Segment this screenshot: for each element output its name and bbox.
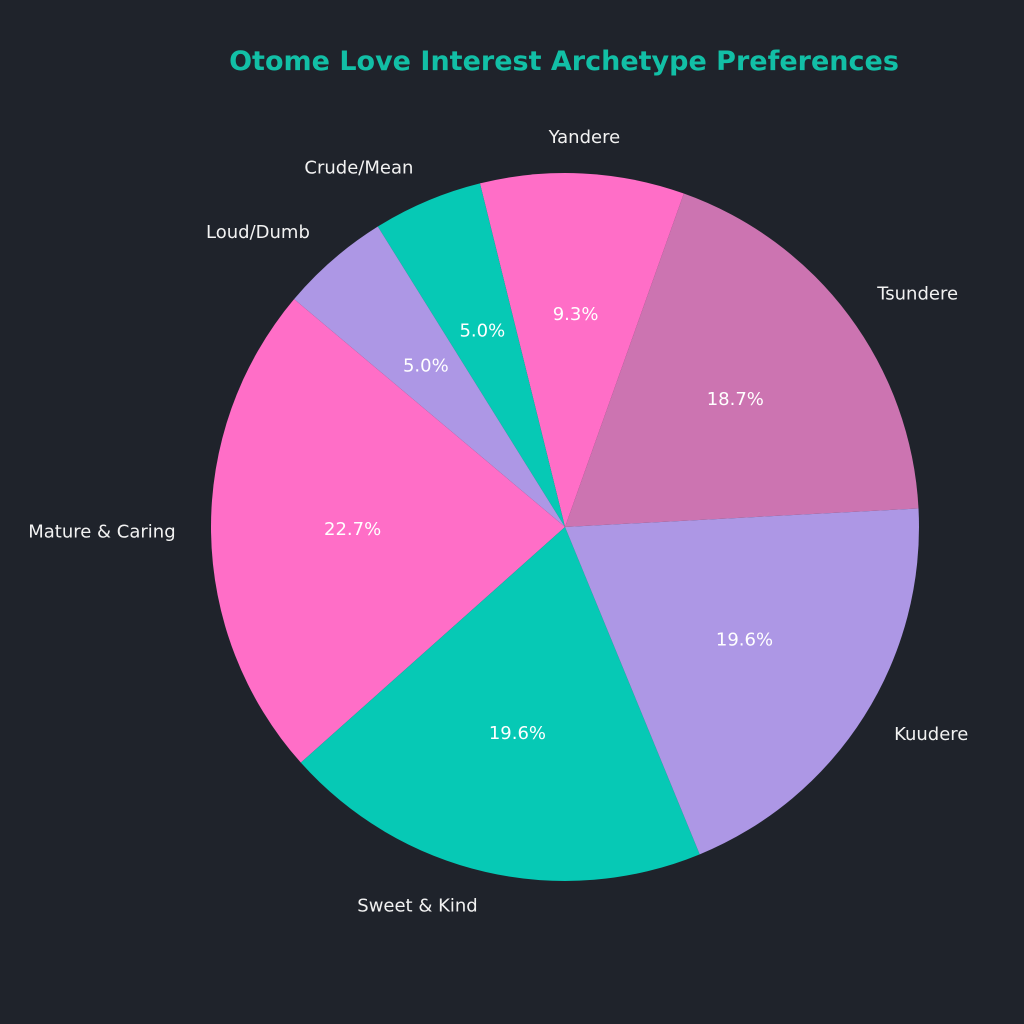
slice-label-mature-caring: Mature & Caring bbox=[28, 522, 175, 543]
pie-slice-tsundere bbox=[565, 193, 919, 527]
pie-slice-sweet-kind bbox=[300, 527, 700, 882]
slice-percent-yandere: 9.3% bbox=[553, 304, 599, 325]
slice-label-sweet-kind: Sweet & Kind bbox=[357, 896, 477, 917]
slice-label-tsundere: Tsundere bbox=[876, 283, 958, 304]
slice-label-crude-mean: Crude/Mean bbox=[304, 157, 413, 178]
slice-percent-crude-mean: 5.0% bbox=[459, 320, 505, 341]
slice-label-yandere: Yandere bbox=[548, 127, 621, 148]
slice-percent-loud-dumb: 5.0% bbox=[403, 356, 449, 377]
slice-percent-mature-caring: 22.7% bbox=[324, 519, 381, 540]
pie-slice-mature-caring bbox=[210, 299, 565, 763]
slice-label-kuudere: Kuudere bbox=[894, 724, 968, 745]
pie-slices bbox=[210, 173, 919, 882]
pie-slice-crude-mean bbox=[377, 183, 565, 527]
pie-labels: Tsundere 18.7% Yandere 9.3% Crude/Mean 5.0% Lo… bbox=[28, 127, 968, 916]
slice-label-loud-dumb: Loud/Dumb bbox=[206, 222, 310, 243]
pie-slice-kuudere bbox=[565, 508, 919, 855]
pie-slice-yandere bbox=[479, 173, 684, 528]
pie-slice-loud-dumb bbox=[294, 226, 565, 527]
slice-percent-kuudere: 19.6% bbox=[716, 630, 773, 651]
chart-title: Otome Love Interest Archetype Preference… bbox=[229, 46, 899, 77]
slice-percent-sweet-kind: 19.6% bbox=[489, 723, 546, 744]
slice-percent-tsundere: 18.7% bbox=[707, 389, 764, 410]
